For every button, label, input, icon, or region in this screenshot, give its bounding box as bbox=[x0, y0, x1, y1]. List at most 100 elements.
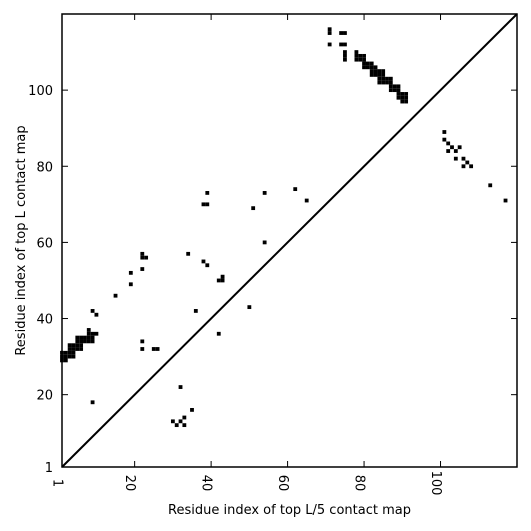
contact-point-top-L bbox=[396, 92, 401, 96]
x-tick-label: 60 bbox=[275, 475, 290, 492]
contact-point-top-L bbox=[369, 69, 374, 74]
contact-point-top-L bbox=[216, 278, 221, 283]
contact-point-top-L bbox=[354, 57, 359, 62]
contact-point-top-L bbox=[86, 328, 91, 332]
contact-point-top-L bbox=[461, 164, 466, 169]
contact-point-top-L bbox=[251, 206, 256, 211]
contact-point-top-L bbox=[373, 69, 378, 74]
contact-point-top-L bbox=[220, 278, 225, 283]
contact-point-top-L bbox=[461, 156, 466, 161]
x-axis-label: Residue index of top L/5 contact map bbox=[168, 503, 411, 518]
contact-point-top-L bbox=[343, 57, 347, 62]
x-tick-label: 100 bbox=[428, 471, 443, 496]
contact-point-top-L bbox=[373, 65, 378, 70]
y-axis-label: Residue index of top L contact map bbox=[14, 125, 29, 355]
contact-point-top-L bbox=[79, 347, 84, 351]
contact-point-top-L bbox=[216, 331, 221, 336]
contact-point-top-L bbox=[446, 149, 451, 153]
contact-point-top-L bbox=[404, 95, 409, 100]
contact-point-top-L bbox=[67, 350, 72, 355]
x-tick-label: 80 bbox=[352, 475, 367, 492]
contact-point-top-L bbox=[140, 251, 145, 256]
diagonal-line bbox=[61, 13, 518, 468]
contact-point-top-L bbox=[369, 65, 374, 70]
contact-point-top-L bbox=[404, 92, 409, 96]
contact-points bbox=[60, 27, 508, 428]
contact-point-top-L5 bbox=[182, 415, 187, 420]
contact-point-top-L bbox=[365, 61, 370, 66]
contact-point-top-L bbox=[140, 339, 145, 344]
contact-point-top-L bbox=[128, 270, 133, 275]
contact-point-top-L bbox=[178, 385, 183, 389]
contact-point-top-L bbox=[343, 31, 347, 35]
contact-point-top-L bbox=[396, 84, 401, 89]
contact-point-top-L bbox=[450, 145, 454, 150]
contact-point-top-L bbox=[220, 274, 225, 279]
y-tick-label: 80 bbox=[36, 160, 53, 175]
contact-point-top-L bbox=[396, 95, 401, 100]
contact-point-top-L bbox=[354, 53, 359, 58]
contact-point-top-L bbox=[140, 255, 145, 260]
contact-point-top-L bbox=[327, 31, 332, 35]
contact-point-top-L bbox=[63, 354, 68, 359]
contact-point-top-L bbox=[362, 65, 366, 70]
contact-point-top-L bbox=[339, 31, 344, 35]
contact-point-top-L5 bbox=[174, 423, 179, 428]
contact-point-top-L bbox=[388, 76, 393, 81]
contact-point-top-L bbox=[90, 400, 95, 405]
contact-point-top-L bbox=[400, 95, 405, 100]
contact-point-top-L bbox=[388, 80, 393, 85]
contact-point-top-L bbox=[75, 339, 80, 344]
contact-point-top-L bbox=[453, 149, 458, 153]
y-tick-label: 20 bbox=[36, 389, 53, 404]
contact-point-top-L bbox=[377, 69, 382, 74]
contact-point-top-L bbox=[79, 335, 84, 340]
x-tick-label: 20 bbox=[122, 475, 137, 492]
contact-point-top-L bbox=[343, 42, 347, 47]
contact-point-top-L bbox=[86, 331, 91, 336]
contact-point-top-L bbox=[63, 350, 68, 355]
contact-point-top-L bbox=[83, 335, 87, 340]
contact-point-top-L bbox=[327, 27, 332, 32]
contact-point-top-L bbox=[90, 331, 95, 336]
contact-point-top-L bbox=[469, 164, 474, 169]
contact-point-top-L bbox=[362, 53, 366, 58]
contact-point-top-L bbox=[358, 53, 363, 58]
contact-point-top-L bbox=[392, 88, 397, 93]
contact-point-top-L bbox=[381, 76, 386, 81]
contact-point-top-L bbox=[247, 305, 252, 310]
contact-point-top-L bbox=[71, 354, 76, 359]
contact-point-top-L bbox=[385, 80, 389, 85]
contact-point-top-L bbox=[381, 69, 386, 74]
contact-point-top-L bbox=[83, 339, 87, 344]
contact-point-top-L bbox=[385, 76, 389, 81]
contact-point-top-L bbox=[404, 99, 409, 104]
contact-point-top-L bbox=[503, 198, 508, 203]
x-tick-label: 40 bbox=[199, 475, 214, 492]
contact-point-top-L bbox=[488, 183, 493, 188]
contact-point-top-L bbox=[201, 202, 206, 207]
contact-point-top-L bbox=[343, 50, 347, 54]
contact-point-top-L bbox=[90, 309, 95, 313]
contact-point-top-L bbox=[79, 343, 84, 348]
contact-point-top-L bbox=[90, 335, 95, 340]
contact-point-top-L bbox=[339, 42, 344, 47]
contact-point-top-L bbox=[67, 343, 72, 348]
contact-point-top-L bbox=[140, 267, 145, 271]
x-tick-label: 1 bbox=[50, 479, 65, 487]
contact-point-top-L bbox=[144, 255, 149, 260]
contact-point-top-L bbox=[71, 350, 76, 355]
contact-point-top-L bbox=[365, 65, 370, 70]
contact-point-top-L5 bbox=[178, 419, 183, 424]
contact-point-top-L bbox=[75, 347, 80, 351]
contact-point-top-L bbox=[67, 354, 72, 359]
contact-point-top-L bbox=[343, 53, 347, 58]
contact-point-top-L bbox=[388, 84, 393, 89]
contact-point-top-L bbox=[140, 347, 145, 351]
contact-point-top-L bbox=[151, 347, 156, 351]
contact-point-top-L5 bbox=[170, 419, 175, 424]
contact-point-top-L bbox=[186, 251, 191, 256]
y-tick-label: 100 bbox=[28, 84, 53, 99]
contact-point-top-L bbox=[381, 73, 386, 77]
